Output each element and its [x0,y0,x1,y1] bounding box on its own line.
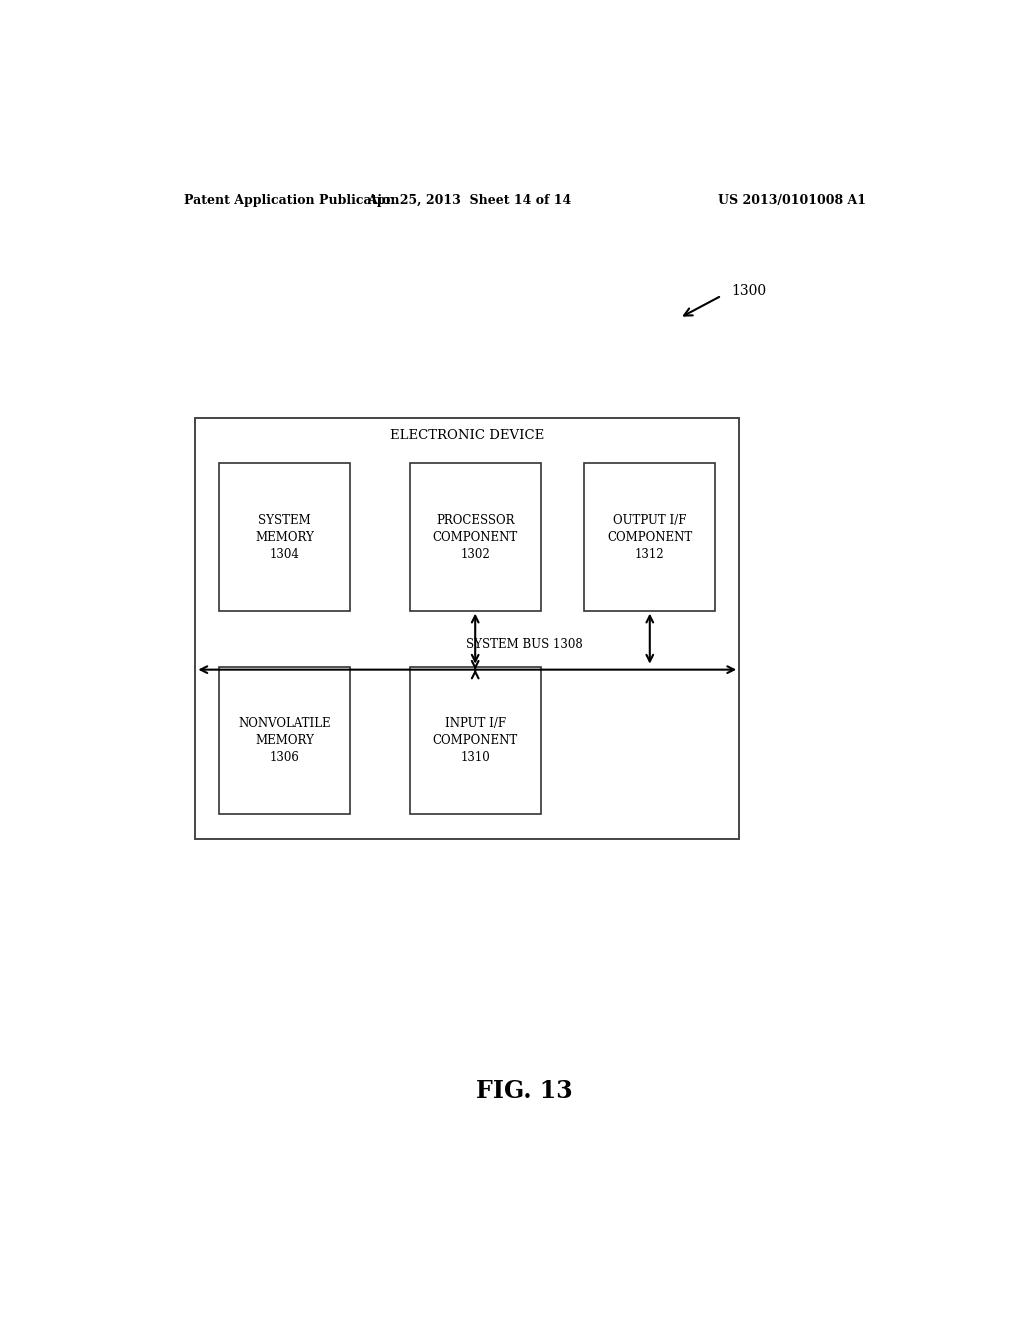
Text: OUTPUT I/F
COMPONENT
1312: OUTPUT I/F COMPONENT 1312 [607,513,692,561]
Bar [219,667,350,814]
Text: SYSTEM
MEMORY
1304: SYSTEM MEMORY 1304 [255,513,314,561]
Bar [219,463,350,611]
Bar [196,417,739,840]
Text: 1300: 1300 [731,284,766,297]
Text: SYSTEM BUS 1308: SYSTEM BUS 1308 [466,639,584,651]
Text: ELECTRONIC DEVICE: ELECTRONIC DEVICE [390,429,545,442]
Text: PROCESSOR
COMPONENT
1302: PROCESSOR COMPONENT 1302 [432,513,518,561]
Bar [585,463,715,611]
Bar [410,463,541,611]
Text: NONVOLATILE
MEMORY
1306: NONVOLATILE MEMORY 1306 [239,717,331,764]
Bar [410,667,541,814]
Text: INPUT I/F
COMPONENT
1310: INPUT I/F COMPONENT 1310 [432,717,518,764]
Text: Patent Application Publication: Patent Application Publication [183,194,399,206]
Text: FIG. 13: FIG. 13 [476,1080,573,1104]
Text: US 2013/0101008 A1: US 2013/0101008 A1 [718,194,866,206]
Text: Apr. 25, 2013  Sheet 14 of 14: Apr. 25, 2013 Sheet 14 of 14 [368,194,571,206]
